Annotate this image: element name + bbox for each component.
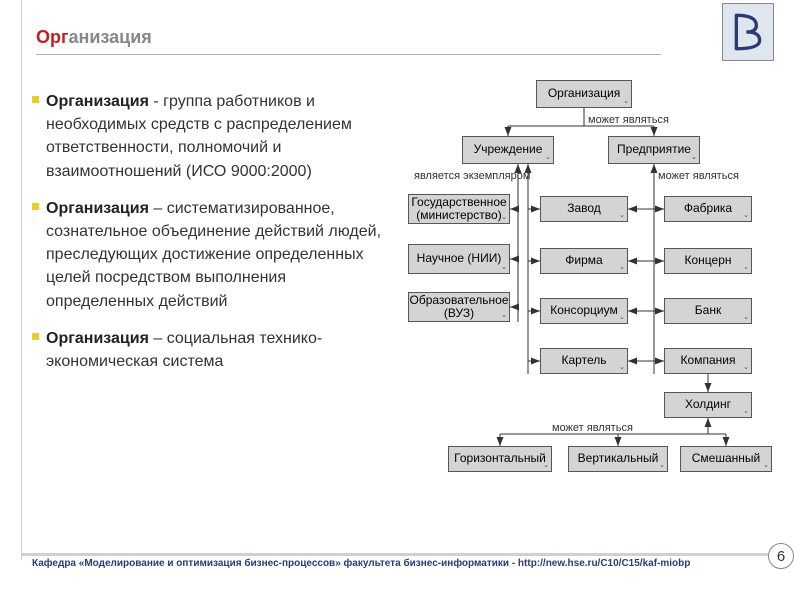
title-rule — [36, 54, 661, 55]
node-konsor: Консорциум⌄ — [540, 298, 628, 324]
bullet-item: Организация - группа работников и необхо… — [36, 90, 396, 183]
page-title: Организация — [36, 27, 152, 48]
node-vert: Вертикальный⌄ — [568, 446, 668, 472]
diagram-label: является экземпляром — [414, 170, 530, 182]
node-horiz: Горизонтальный⌄ — [448, 446, 552, 472]
node-firma: Фирма⌄ — [540, 248, 628, 274]
node-pred: Предприятие⌄ — [608, 136, 700, 164]
logo — [722, 3, 774, 61]
bullet-list: Организация - группа работников и необхо… — [36, 90, 396, 387]
diagram-label: может являться — [588, 114, 669, 126]
title-grey: анизация — [69, 27, 152, 47]
node-obraz: Образовательное (ВУЗ)⌄ — [408, 292, 510, 322]
node-smesh: Смешанный⌄ — [680, 446, 772, 472]
footer-bar — [21, 553, 779, 556]
bullet-item: Организация – систематизированное, созна… — [36, 197, 396, 313]
left-rule — [21, 0, 22, 560]
node-nauch: Научное (НИИ)⌄ — [408, 244, 510, 274]
diagram-label: может являться — [552, 422, 633, 434]
node-bank: Банк⌄ — [664, 298, 752, 324]
footer-text: Кафедра «Моделирование и оптимизация биз… — [32, 558, 690, 569]
node-gos: Государственное (министерство)⌄ — [408, 194, 510, 224]
node-holding: Холдинг⌄ — [664, 392, 752, 418]
node-komp: Компания⌄ — [664, 348, 752, 374]
node-zavod: Завод⌄ — [540, 196, 628, 222]
node-kartel: Картель⌄ — [540, 348, 628, 374]
node-konzern: Концерн⌄ — [664, 248, 752, 274]
title-red: Орг — [36, 27, 69, 47]
org-diagram: Организация⌄ Учреждение⌄ Предприятие⌄ Госуд… — [400, 76, 780, 486]
diagram-label: может являться — [658, 170, 739, 182]
node-uchr: Учреждение⌄ — [462, 136, 554, 164]
node-org: Организация⌄ — [536, 80, 632, 108]
node-fabrika: Фабрика⌄ — [664, 196, 752, 222]
bullet-item: Организация – социальная технико-экономи… — [36, 327, 396, 373]
page-number: 6 — [768, 543, 794, 569]
